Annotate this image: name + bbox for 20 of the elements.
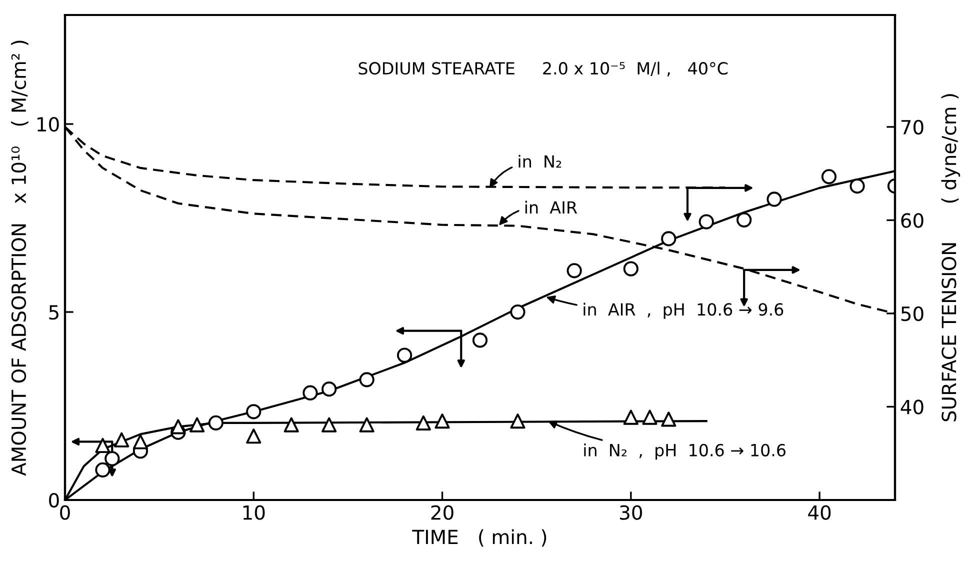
x-tick-label: 10 [243, 505, 265, 520]
annotation: in AIR [525, 200, 578, 214]
y2-tick-label: 60 [901, 213, 924, 228]
text: SODIUM STEARATE 2.0 x 10⁻⁵ M/l , 40°C [358, 62, 728, 76]
x-tick-label: 30 [620, 505, 642, 520]
y2-tick-label: 40 [900, 400, 924, 414]
y-tick-label: 10 [38, 116, 59, 132]
x-axis-title: TIME ( min. ) [412, 529, 546, 547]
y2-tick-label: 50 [901, 306, 924, 322]
x-tick-label: 40 [808, 505, 831, 520]
annotation: in AIR , pH 10.6 → 9.6 [584, 302, 784, 319]
y2-tick-label: 70 [901, 120, 924, 135]
x-tick-label: 0 [60, 505, 70, 520]
y2-axis-title: SURFACE TENSION ( dyne/cm ) [941, 94, 960, 422]
y-tick-label: 0 [49, 492, 59, 508]
annotation: in N₂ , pH 10.6 → 10.6 [584, 444, 786, 460]
y-tick-label: 5 [49, 305, 58, 320]
annotation: in N₂ [518, 154, 562, 168]
x-tick-label: 20 [431, 505, 454, 520]
y-axis-title: AMOUNT OF ADSORPTION x 10¹⁰ ( M/cm² ) [11, 40, 28, 476]
